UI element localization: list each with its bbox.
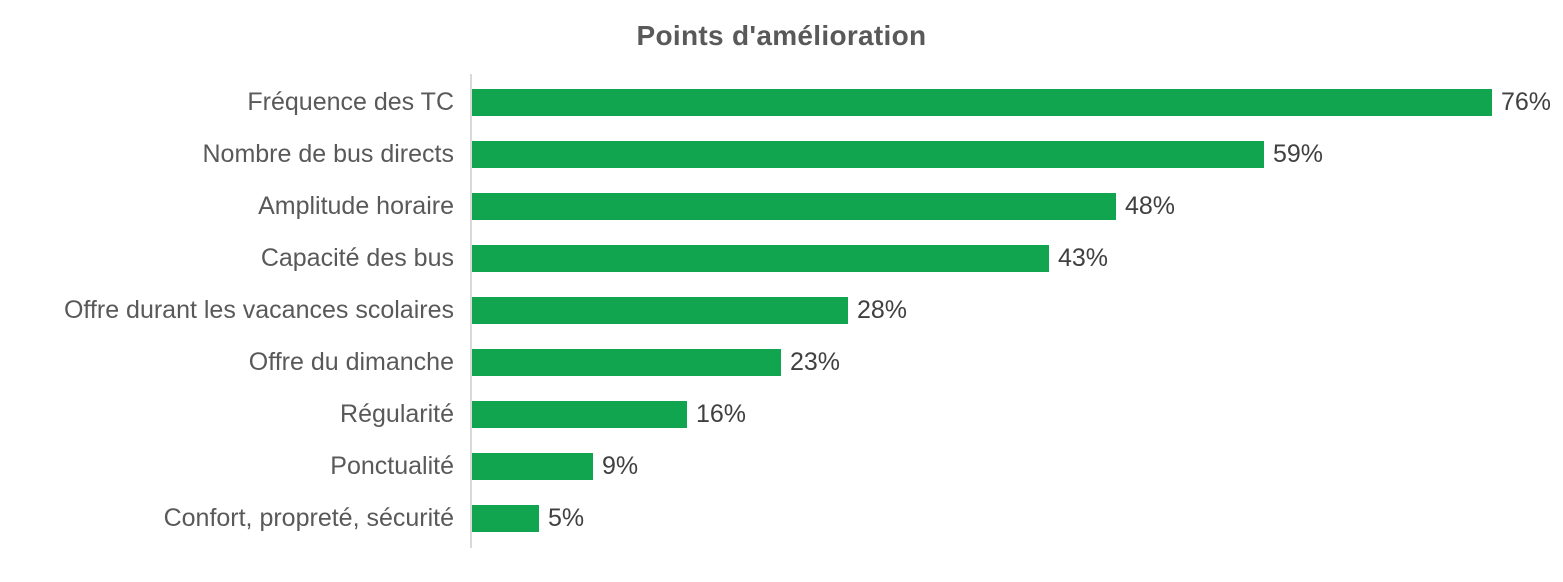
chart-row: Nombre de bus directs 59% bbox=[0, 128, 1563, 180]
bar-track: 59% bbox=[470, 128, 1563, 180]
y-axis-line bbox=[470, 74, 472, 548]
bar-track: 48% bbox=[470, 180, 1563, 232]
bar bbox=[472, 140, 1264, 168]
value-label: 43% bbox=[1058, 243, 1109, 272]
bar bbox=[472, 452, 593, 480]
value-label: 23% bbox=[790, 347, 841, 376]
value-label: 5% bbox=[548, 503, 585, 532]
category-label: Fréquence des TC bbox=[247, 87, 454, 116]
bar-track: 28% bbox=[470, 284, 1563, 336]
value-label: 16% bbox=[696, 399, 747, 428]
category-label: Nombre de bus directs bbox=[202, 139, 454, 168]
bar bbox=[472, 192, 1116, 220]
category-label: Offre durant les vacances scolaires bbox=[63, 295, 454, 324]
bar-track: 76% bbox=[470, 76, 1563, 128]
value-label: 9% bbox=[602, 451, 639, 480]
chart-row: Offre durant les vacances scolaires 28% bbox=[0, 284, 1563, 336]
chart-row: Offre du dimanche 23% bbox=[0, 336, 1563, 388]
chart-title: Points d'amélioration bbox=[636, 20, 927, 51]
chart-row: Régularité 16% bbox=[0, 388, 1563, 440]
chart-row: Confort, propreté, sécurité 5% bbox=[0, 492, 1563, 544]
value-label: 76% bbox=[1501, 87, 1552, 116]
chart-row: Ponctualité 9% bbox=[0, 440, 1563, 492]
chart-row: Capacité des bus 43% bbox=[0, 232, 1563, 284]
bar bbox=[472, 88, 1492, 116]
bar-track: 5% bbox=[470, 492, 1563, 544]
bar-track: 16% bbox=[470, 388, 1563, 440]
bar bbox=[472, 504, 539, 532]
plot-area: Fréquence des TC 76% Nombre de bus directs… bbox=[0, 74, 1563, 548]
category-label: Amplitude horaire bbox=[258, 191, 454, 220]
category-label: Ponctualité bbox=[330, 451, 454, 480]
bar-track: 9% bbox=[470, 440, 1563, 492]
category-label: Capacité des bus bbox=[260, 243, 454, 272]
bar-track: 43% bbox=[470, 232, 1563, 284]
bar bbox=[472, 244, 1049, 272]
value-label: 48% bbox=[1125, 191, 1176, 220]
value-label: 28% bbox=[857, 295, 908, 324]
category-label: Confort, propreté, sécurité bbox=[163, 503, 454, 532]
category-label: Régularité bbox=[340, 399, 454, 428]
bar bbox=[472, 400, 687, 428]
chart-row: Amplitude horaire 48% bbox=[0, 180, 1563, 232]
bar bbox=[472, 348, 781, 376]
bar-track: 23% bbox=[470, 336, 1563, 388]
category-label: Offre du dimanche bbox=[248, 347, 454, 376]
bar bbox=[472, 296, 848, 324]
value-label: 59% bbox=[1273, 139, 1324, 168]
chart-row: Fréquence des TC 76% bbox=[0, 76, 1563, 128]
